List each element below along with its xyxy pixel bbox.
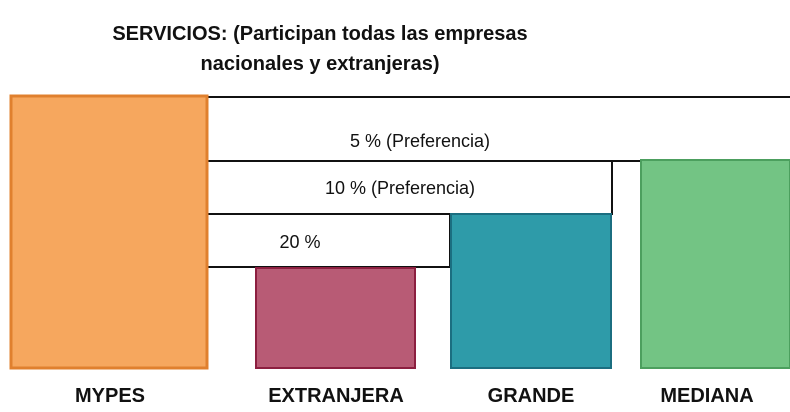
block-extranjera	[255, 267, 416, 369]
category-label: MYPES	[75, 385, 145, 407]
category-label: EXTRANJERA	[268, 385, 404, 407]
block-mediana	[640, 159, 790, 369]
tier-box	[206, 213, 451, 268]
tier-label: 20 %	[279, 232, 320, 252]
title-line: nacionales y extranjeras)	[200, 53, 439, 75]
tier-label: 5 % (Preferencia)	[350, 131, 490, 151]
tier-label: 10 % (Preferencia)	[325, 178, 475, 198]
title-line: SERVICIOS: (Participan todas las empresa…	[112, 23, 527, 45]
category-label: MEDIANA	[660, 385, 753, 407]
block-grande	[450, 213, 612, 369]
block-mypes	[9, 94, 209, 370]
category-label: GRANDE	[488, 385, 575, 407]
